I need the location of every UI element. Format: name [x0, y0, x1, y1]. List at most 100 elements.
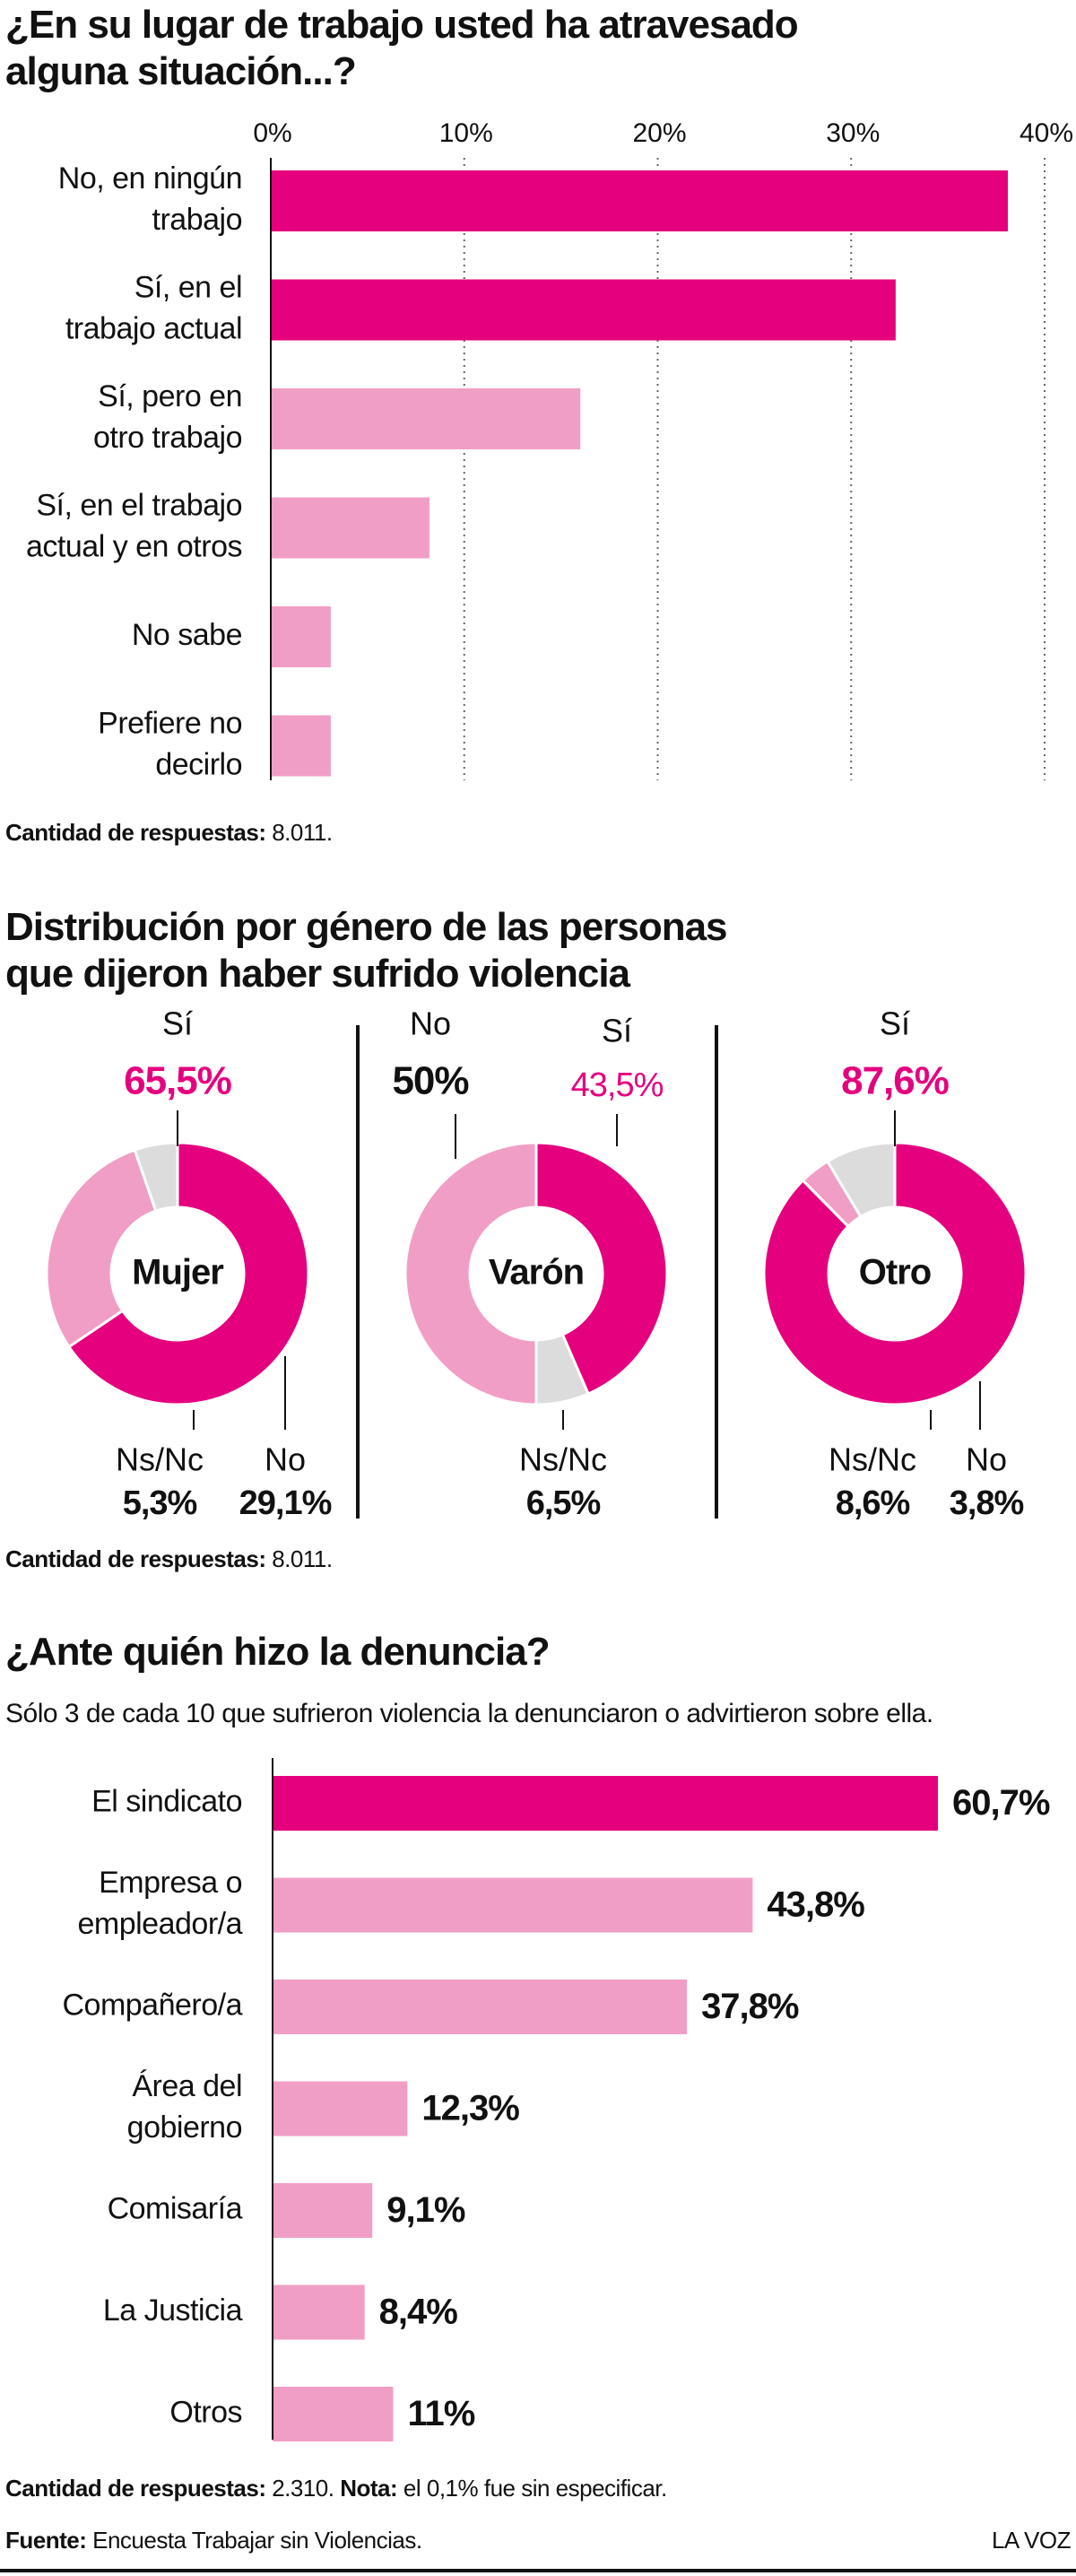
category-label-line: Compañero/a: [62, 1988, 242, 2022]
donut-divider-2: [715, 1025, 718, 1519]
slice-value: 6,5%: [526, 1484, 601, 1522]
category-label-line: actual y en otros: [26, 529, 242, 563]
donut-divider-1: [356, 1025, 360, 1519]
slice-label: No: [966, 1441, 1007, 1478]
category-label: La Justicia: [103, 2293, 243, 2328]
category-label: Área del gobierno: [127, 2069, 242, 2145]
x-tick-label: 30%: [826, 118, 880, 148]
slice-value: 29,1%: [239, 1484, 332, 1522]
category-label: Sí, en el trabajo actual: [65, 270, 242, 345]
category-label: No, en ningún trabajo: [58, 161, 242, 237]
slice-value: 87,6%: [841, 1059, 949, 1103]
nota-label: Nota:: [340, 2475, 398, 2502]
category-label: Empresa o empleador/a: [77, 1866, 242, 1941]
category-label: No sabe: [132, 618, 242, 652]
genero-donut-charts: Mujer Sí 65,5% No 29,1% Ns/Nc 5,3% Varón No 50% Sí…: [45, 1005, 1028, 1522]
bar: [271, 170, 1009, 231]
bar: [273, 1877, 753, 1933]
category-label-line: No sabe: [132, 618, 242, 652]
donut-slice: [45, 1148, 158, 1349]
bar: [273, 2387, 394, 2441]
x-tick-label: 40%: [1020, 118, 1073, 148]
slice-value: 3,8%: [950, 1484, 1024, 1522]
category-label: Sí, en el trabajo actual y en otros: [26, 488, 242, 563]
bar: [271, 388, 581, 449]
category-label-line: Sí, en el trabajo: [36, 488, 242, 522]
fuente-label: Fuente:: [5, 2527, 87, 2554]
section3-subtitle: Sólo 3 de cada 10 que sufrieron violenci…: [5, 1699, 933, 1728]
slice-value: 65,5%: [124, 1059, 231, 1103]
donut-center-label: Otro: [859, 1253, 931, 1292]
bar: [271, 606, 331, 667]
fuente-value: Encuesta Trabajar sin Violencias.: [86, 2527, 422, 2554]
bar-value-label: 43,8%: [767, 1885, 864, 1925]
slice-label: No: [265, 1441, 306, 1478]
donut-center-label: Mujer: [132, 1253, 223, 1292]
category-label-line: Sí, pero en: [98, 379, 242, 413]
slice-label: Sí: [162, 1005, 193, 1042]
donut-center-label: Varón: [489, 1253, 584, 1292]
section3-title: ¿Ante quién hizo la denuncia?: [5, 1630, 551, 1674]
respuestas-label: Cantidad de respuestas:: [5, 819, 266, 846]
donut-slice: [404, 1141, 538, 1406]
category-label-line: trabajo actual: [65, 311, 242, 345]
donut-slice: [133, 1141, 179, 1213]
category-label: Compañero/a: [62, 1988, 242, 2022]
category-label-line: decirlo: [155, 747, 242, 781]
category-label: Prefiere no decirlo: [98, 706, 242, 781]
bar-value-label: 37,8%: [701, 1987, 799, 2026]
slice-value: 50%: [392, 1059, 468, 1103]
slice-label: Ns/Nc: [519, 1441, 607, 1478]
respuestas-value: 8.011.: [265, 1545, 333, 1572]
nota-value: el 0,1% fue sin especificar.: [397, 2475, 667, 2502]
slice-value: 43,5%: [571, 1066, 664, 1104]
brand-logo: LA VOZ: [991, 2527, 1072, 2554]
bar: [273, 2183, 373, 2238]
category-label-line: Otros: [169, 2395, 242, 2429]
respuestas-value: 8.011.: [265, 819, 333, 846]
bar: [271, 279, 896, 341]
section1-respuestas-note: Cantidad de respuestas: 8.011.: [5, 818, 333, 847]
slice-label: Ns/Nc: [829, 1441, 916, 1478]
category-label: El sindicato: [91, 1784, 242, 1818]
section1-title-line1: ¿En su lugar de trabajo usted ha atraves…: [5, 3, 799, 47]
category-label: Sí, pero en otro trabajo: [93, 379, 242, 455]
category-label-line: Área del: [132, 2069, 242, 2103]
bottom-rule: [0, 2569, 1076, 2572]
fuente-note: Fuente: Encuesta Trabajar sin Violencias…: [5, 2526, 422, 2554]
denuncia-bar-chart: El sindicato 60,7% Empresa o empleador/a 43,…: [62, 1758, 1051, 2441]
donut-slice: [534, 1141, 669, 1396]
section1-title-line2: alguna situación...?: [5, 49, 357, 93]
category-label-line: Empresa o: [99, 1866, 242, 1900]
category-label-line: La Justicia: [103, 2293, 243, 2328]
section2-title: Distribución por género de las personas …: [5, 904, 728, 997]
bar: [271, 715, 331, 777]
x-tick-label: 0%: [253, 118, 291, 148]
slice-value: 5,3%: [123, 1484, 197, 1522]
slice-value: 8,6%: [836, 1484, 910, 1522]
category-label-line: gobierno: [127, 2110, 242, 2145]
bar: [271, 497, 430, 559]
category-label-line: Prefiere no: [98, 706, 242, 740]
category-label-line: otro trabajo: [93, 421, 242, 455]
respuestas-label: Cantidad de respuestas:: [5, 1545, 266, 1572]
category-label-line: trabajo: [152, 203, 242, 237]
category-label: Otros: [169, 2395, 242, 2429]
category-label-line: No, en ningún: [58, 161, 242, 196]
section3-respuestas-note: Cantidad de respuestas: 2.310. Nota: el …: [5, 2474, 667, 2502]
respuestas-label: Cantidad de respuestas:: [5, 2475, 266, 2502]
category-label-line: Comisaría: [108, 2191, 243, 2225]
donut-slice: [66, 1141, 310, 1406]
section2-title-line2: que dijeron haber sufrido violencia: [5, 952, 630, 996]
slice-label: Sí: [602, 1013, 632, 1049]
section1-title: ¿En su lugar de trabajo usted ha atraves…: [5, 2, 799, 95]
bar-value-label: 12,3%: [421, 2089, 519, 2128]
bar: [273, 2284, 365, 2340]
bar: [273, 1776, 938, 1831]
section2-title-line1: Distribución por género de las personas: [5, 905, 728, 949]
category-label: Comisaría: [108, 2191, 243, 2225]
slice-label: Ns/Nc: [116, 1441, 204, 1478]
bar-value-label: 9,1%: [386, 2190, 465, 2230]
bar-value-label: 8,4%: [379, 2293, 458, 2332]
x-tick-label: 20%: [632, 118, 686, 148]
